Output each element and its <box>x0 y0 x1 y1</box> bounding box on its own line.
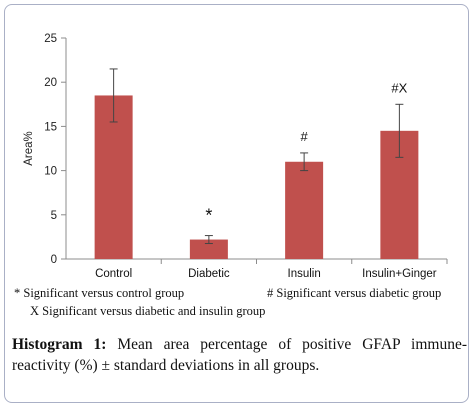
y-tick-label: 15 <box>44 121 57 133</box>
significance-marker: #X <box>391 80 407 95</box>
y-tick-label: 10 <box>44 166 57 178</box>
note-significant-vs-diabetic-insulin: X Significant versus diabetic and insuli… <box>30 304 266 318</box>
bar-insulin <box>285 161 324 259</box>
y-tick-label: 25 <box>44 33 57 45</box>
y-tick-label: 5 <box>51 210 57 222</box>
y-tick-label: 0 <box>51 254 57 266</box>
significance-marker: * <box>205 206 212 226</box>
y-tick-label: 20 <box>44 77 57 89</box>
significance-marker: # <box>301 129 309 144</box>
category-label: Control <box>95 268 132 280</box>
y-axis-label: Area% <box>23 131 35 166</box>
bar-diabetic <box>189 239 228 259</box>
figure-caption: Histogram 1: Mean area percentage of pos… <box>12 334 467 376</box>
note-significant-vs-control: * Significant versus control group <box>14 286 185 300</box>
bar-chart: 0 5 10 15 20 25 Area% Control Diabetic Insulin Ins… <box>23 33 448 280</box>
caption-lead: Histogram 1: <box>12 336 107 353</box>
category-label: Insulin <box>288 268 321 280</box>
caption-text: Mean area percentage of positive GFAP im… <box>12 336 467 374</box>
category-label: Insulin+Ginger <box>362 268 437 280</box>
note-significant-vs-diabetic: # Significant versus diabetic group <box>267 286 442 300</box>
chart-bars: * # #X <box>94 68 419 260</box>
category-label: Diabetic <box>188 268 230 280</box>
bar-control <box>94 95 133 260</box>
